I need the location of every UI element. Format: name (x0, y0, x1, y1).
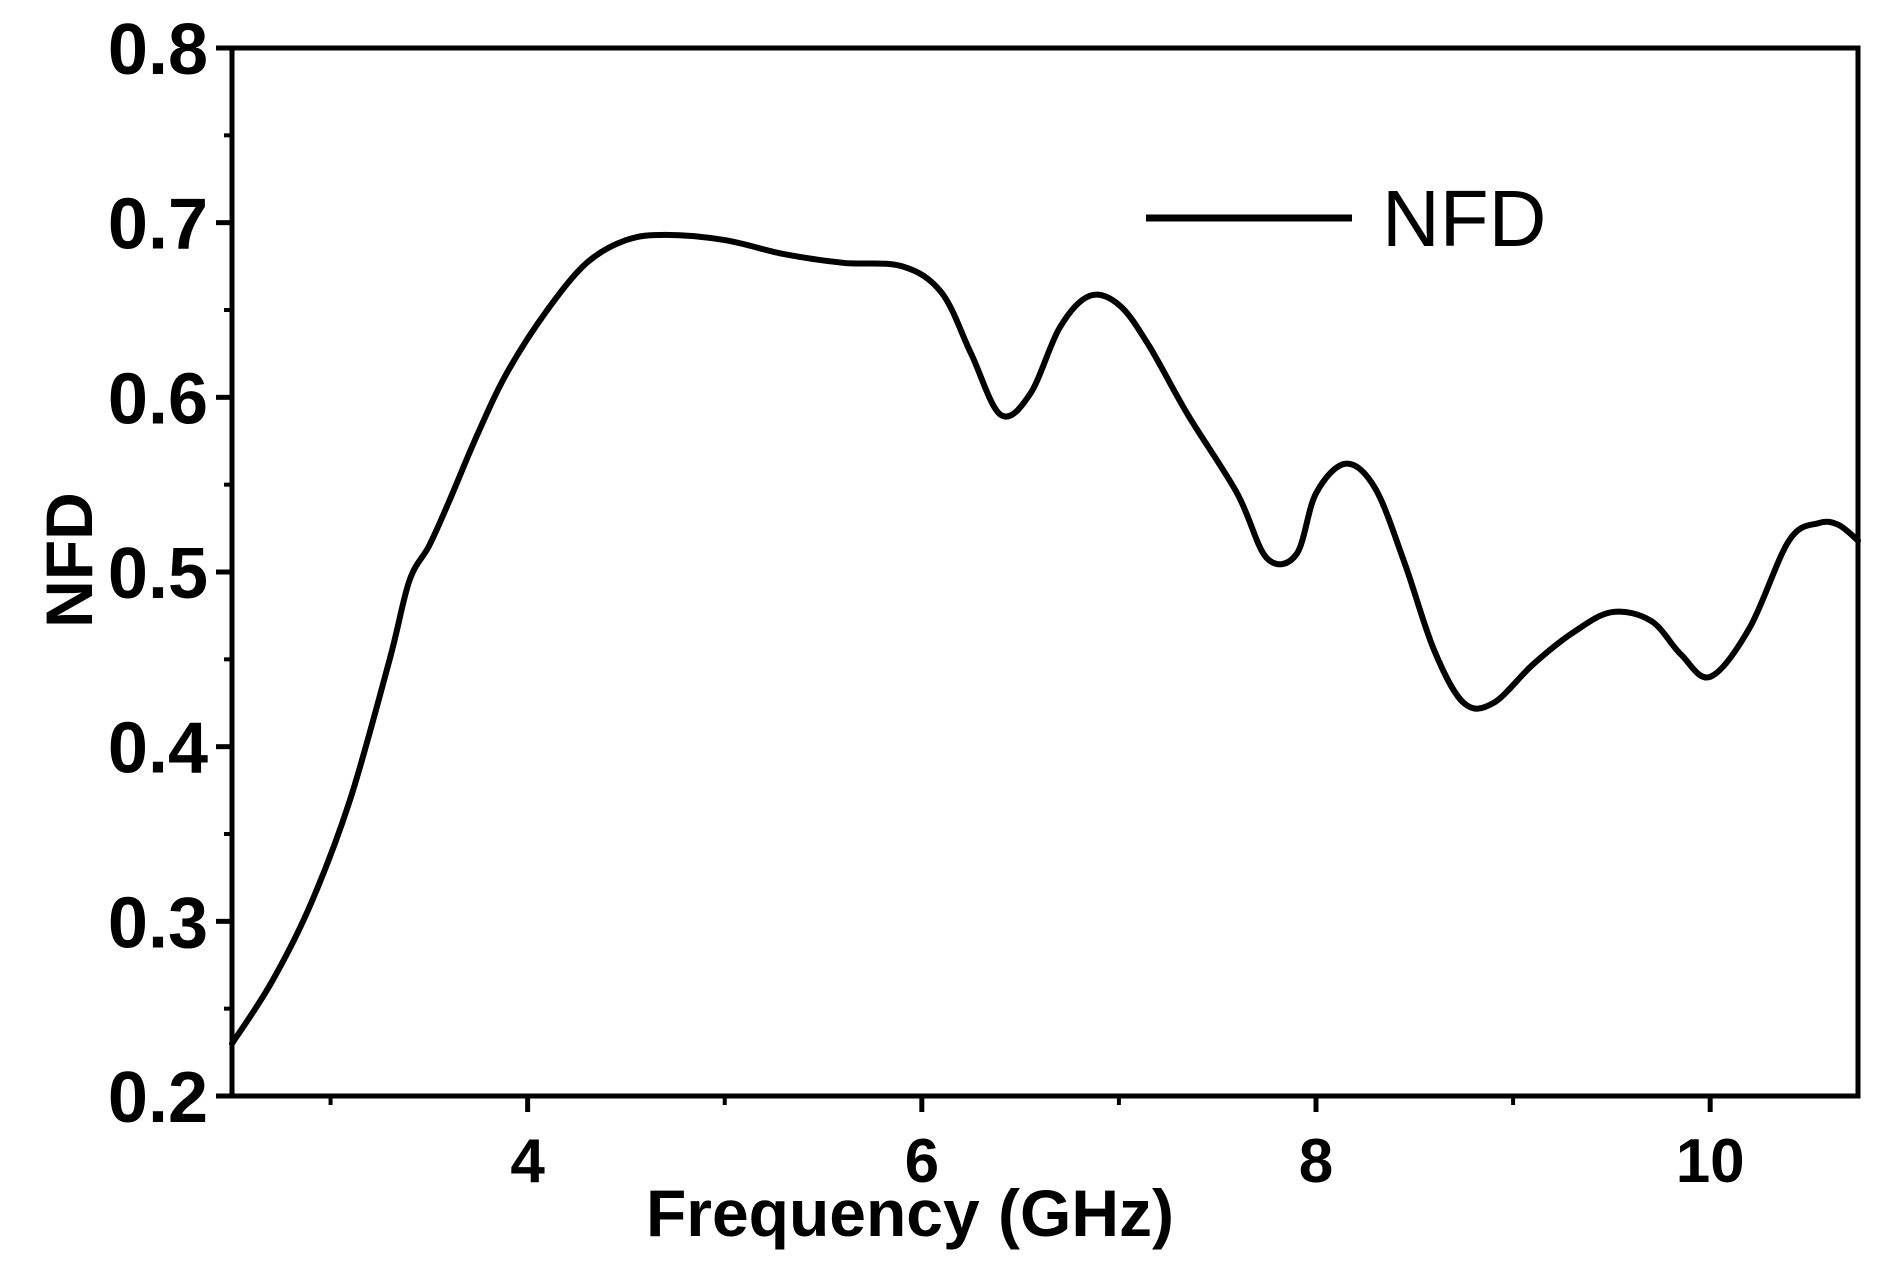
x-tick-label: 10 (1676, 1127, 1745, 1196)
y-tick-label: 0.3 (108, 883, 208, 963)
x-tick-label: 4 (510, 1127, 545, 1196)
y-axis-title: NFD (32, 492, 106, 628)
y-tick-label: 0.5 (108, 534, 208, 614)
plot-area-border (229, 45, 1861, 1099)
legend-label: NFD (1382, 174, 1546, 263)
y-tick-label: 0.4 (108, 709, 208, 789)
y-tick-label: 0.7 (108, 185, 208, 265)
y-tick-label: 0.6 (108, 359, 208, 439)
y-tick-label: 0.8 (108, 10, 208, 90)
x-axis-title: Frequency (GHz) (646, 1176, 1174, 1250)
x-tick-label: 8 (1299, 1127, 1333, 1196)
nfd-series-line (229, 231, 1861, 1047)
x-tick-label: 6 (905, 1127, 939, 1196)
y-tick-label: 0.2 (108, 1058, 208, 1138)
